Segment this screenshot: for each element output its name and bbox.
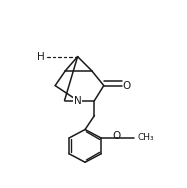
Text: O: O: [113, 131, 121, 141]
Text: CH₃: CH₃: [137, 133, 154, 143]
Text: O: O: [122, 81, 130, 91]
Text: N: N: [74, 96, 82, 105]
Text: H: H: [37, 52, 45, 62]
